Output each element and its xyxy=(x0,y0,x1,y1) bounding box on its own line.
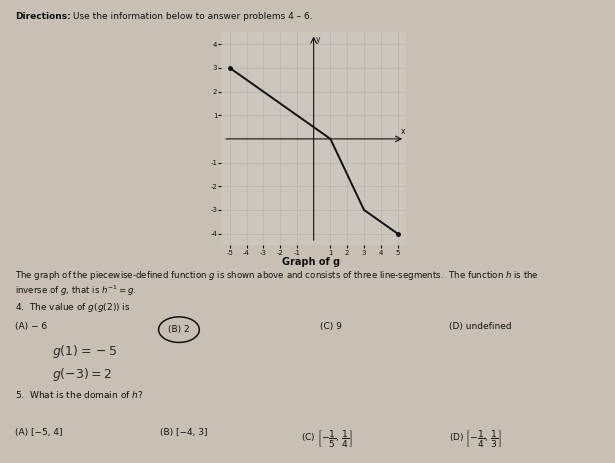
Text: 4.  The value of $g(g(2))$ is: 4. The value of $g(g(2))$ is xyxy=(15,301,131,314)
Text: Use the information below to answer problems 4 – 6.: Use the information below to answer prob… xyxy=(73,12,312,20)
Text: Graph of g: Graph of g xyxy=(282,257,339,267)
Text: (D) undefined: (D) undefined xyxy=(449,322,512,331)
Text: (C) 9: (C) 9 xyxy=(320,322,342,331)
Text: (B) 2: (B) 2 xyxy=(168,325,190,334)
Text: (C) $\left[-\dfrac{1}{5},\, \dfrac{1}{4}\right]$: (C) $\left[-\dfrac{1}{5},\, \dfrac{1}{4}… xyxy=(301,428,354,449)
Text: (A) [−5, 4]: (A) [−5, 4] xyxy=(15,428,63,437)
Text: (D) $\left[-\dfrac{1}{4},\, \dfrac{1}{3}\right]$: (D) $\left[-\dfrac{1}{4},\, \dfrac{1}{3}… xyxy=(449,428,502,449)
Text: $g(1) = -5$: $g(1) = -5$ xyxy=(52,343,117,360)
Text: The graph of the piecewise-defined function $g$ is shown above and consists of t: The graph of the piecewise-defined funct… xyxy=(15,269,539,282)
Text: x: x xyxy=(400,127,405,136)
Text: 5.  What is the domain of $h$?: 5. What is the domain of $h$? xyxy=(15,389,144,400)
Text: y: y xyxy=(315,35,320,44)
Text: (B) [−4, 3]: (B) [−4, 3] xyxy=(160,428,207,437)
Text: Directions:: Directions: xyxy=(15,12,71,20)
Text: inverse of $g$, that is $h^{-1} = g$.: inverse of $g$, that is $h^{-1} = g$. xyxy=(15,284,137,298)
Text: (A) − 6: (A) − 6 xyxy=(15,322,47,331)
Text: $g(-3) = 2$: $g(-3) = 2$ xyxy=(52,366,113,383)
